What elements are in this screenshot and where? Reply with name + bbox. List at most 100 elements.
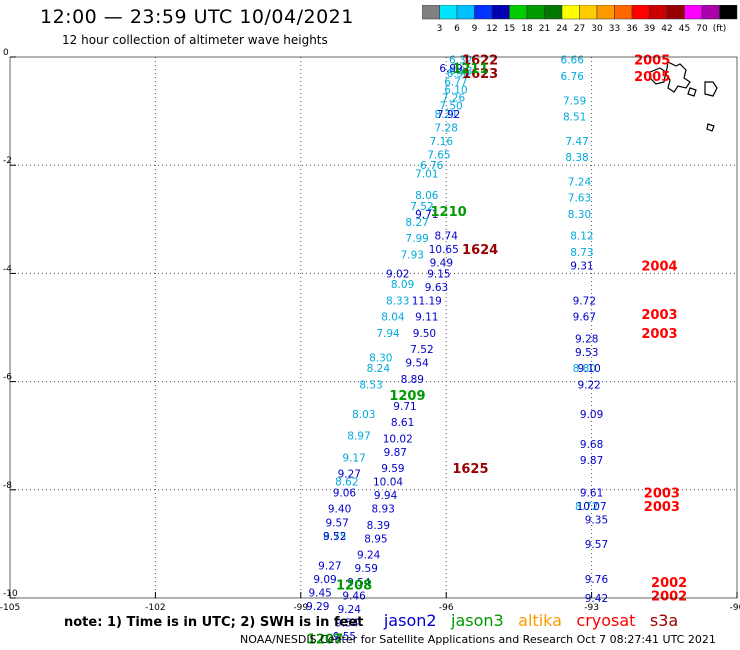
swh-value: 7.94	[376, 328, 400, 340]
time-label: 1207	[307, 633, 343, 648]
swh-value: 8.30	[369, 352, 392, 364]
time-label: 2002	[651, 576, 687, 591]
swh-value: 8.24	[367, 363, 391, 375]
time-label: 1211	[452, 62, 488, 77]
swh-value: 8.03	[352, 409, 375, 421]
swh-value: 9.55	[333, 631, 356, 643]
y-tick-label: -2	[3, 156, 12, 166]
swh-value: 6.66	[561, 55, 585, 67]
swh-value: 8.74	[435, 231, 459, 243]
swh-value: 8.39	[367, 520, 390, 532]
swh-value: 9.54	[335, 617, 359, 629]
swh-value: 9.24	[338, 604, 362, 616]
swh-value: 7.52	[410, 201, 433, 213]
time-label: 2005	[634, 54, 670, 69]
swh-value: 9.15	[427, 268, 450, 280]
time-label: 1622	[462, 54, 498, 69]
swh-value: 9.87	[384, 447, 407, 459]
swh-value: 9.06	[333, 488, 357, 500]
x-tick-label: -93	[584, 603, 599, 613]
swh-value: 9.71	[415, 209, 438, 221]
swh-value: 9.94	[374, 490, 398, 502]
swh-value: 9.27	[318, 561, 341, 573]
chart-title: 12:00 — 23:59 UTC 10/04/2021	[40, 6, 354, 28]
swh-value: 7.26	[442, 93, 466, 105]
swh-value: 9.54	[347, 577, 371, 589]
swh-value: 7.16	[430, 136, 454, 148]
swh-value: 9.40	[328, 504, 351, 516]
swh-value: 6.90	[447, 68, 470, 80]
swh-value: 9.53	[575, 347, 598, 359]
scale-label: 45	[679, 24, 690, 34]
legend-altika: altika	[518, 611, 562, 630]
swh-value: 8.12	[570, 231, 593, 243]
legend: note: 1) Time is in UTC; 2) SWH is in fe…	[64, 611, 678, 630]
island-outline	[649, 67, 667, 85]
swh-value: 7.99	[405, 233, 428, 245]
swh-value: 8.09	[391, 279, 414, 291]
swh-value: 8.75	[323, 531, 346, 543]
y-tick-label: -6	[3, 373, 12, 383]
time-label: 1209	[389, 389, 425, 404]
swh-value: 9.09	[580, 409, 603, 421]
swh-value: 9.57	[325, 517, 348, 529]
swh-value: 8.21	[435, 109, 458, 121]
time-label: 1623	[462, 67, 498, 82]
swh-value: 8.51	[563, 112, 586, 124]
swh-value: 11.19	[412, 295, 442, 307]
swh-value: 8.62	[335, 477, 358, 489]
swh-value: 9.11	[415, 312, 438, 324]
time-label: 1208	[336, 578, 372, 593]
swh-value: 8.93	[371, 504, 394, 516]
color-scale: 3 6 9 12 15 18 21 24 27 30 33 36 39 42 45 70 (ft)	[422, 5, 738, 34]
swh-value: 9.87	[580, 455, 603, 467]
swh-value: 10.07	[577, 501, 607, 513]
swh-value: 8.72	[575, 501, 598, 513]
y-tick-label: 0	[3, 48, 9, 58]
swh-value: 7.50	[439, 101, 462, 113]
swh-value: 9.22	[577, 379, 600, 391]
swh-value: 8.04	[381, 312, 405, 324]
swh-value: 7.24	[568, 176, 592, 188]
swh-value: 7.47	[565, 136, 588, 148]
swh-value: 7.52	[410, 344, 433, 356]
swh-value: 10.04	[373, 477, 403, 489]
legend-jason3: jason3	[451, 611, 504, 630]
swh-value: 9.67	[573, 312, 596, 324]
swh-value: 9.31	[570, 260, 593, 272]
swh-value: 9.68	[580, 439, 603, 451]
scale-label: 42	[661, 24, 672, 34]
time-label: 1625	[452, 462, 488, 477]
time-label: 1624	[462, 243, 498, 258]
time-label: 2002	[651, 589, 687, 604]
swh-value: 9.57	[585, 539, 608, 551]
scale-label: 36	[626, 24, 638, 34]
swh-value: 9.02	[386, 268, 409, 280]
scale-label: 30	[591, 24, 603, 34]
credit-line: NOAA/NESDIS Center for Satellite Applica…	[240, 633, 716, 646]
swh-value: 9.49	[430, 258, 453, 270]
swh-value: 10.02	[383, 433, 413, 445]
scale-swatch	[719, 5, 738, 20]
swh-value: 7.63	[568, 193, 591, 205]
scale-label: 27	[574, 24, 585, 34]
scale-label: 33	[609, 24, 620, 34]
scale-label: 3	[437, 24, 443, 34]
time-label: 2003	[641, 327, 677, 342]
time-label: 2004	[641, 259, 677, 274]
scale-label: 15	[504, 24, 515, 34]
scale-label: 18	[521, 24, 533, 34]
chart-subtitle: 12 hour collection of altimeter wave hei…	[62, 33, 328, 47]
swh-value: 9.61	[580, 488, 603, 500]
island-outline	[704, 81, 718, 97]
swh-value: 9.42	[585, 593, 608, 605]
swh-value: 9.63	[425, 282, 448, 294]
swh-value: 9.59	[381, 463, 404, 475]
scale-label: 70	[696, 24, 708, 34]
swh-value: 9.45	[308, 588, 331, 600]
swh-value: 9.17	[342, 452, 365, 464]
swh-value: 8.27	[405, 217, 428, 229]
plot-frame	[9, 56, 738, 599]
swh-value: 9.71	[393, 401, 416, 413]
y-tick-label: -10	[3, 589, 18, 599]
